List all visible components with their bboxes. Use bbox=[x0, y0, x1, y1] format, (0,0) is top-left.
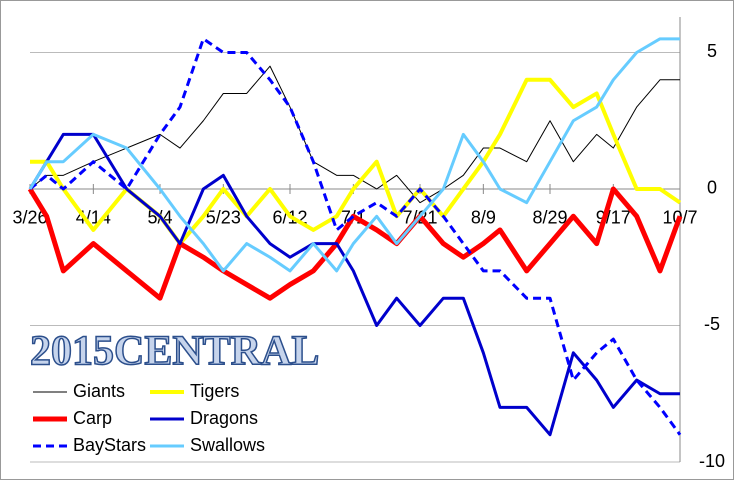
legend-label: BayStars bbox=[73, 435, 146, 455]
series-line bbox=[29, 65, 680, 204]
legend-label: Swallows bbox=[190, 435, 265, 455]
series-line bbox=[28, 37, 680, 273]
chart-title: 2015CENTRAL bbox=[30, 329, 319, 375]
x-tick-label: 3/26 bbox=[12, 208, 47, 228]
series-line bbox=[29, 37, 682, 436]
legend-label: Giants bbox=[73, 381, 125, 401]
x-tick-label: 4/14 bbox=[76, 208, 111, 228]
y-tick-label: -10 bbox=[699, 451, 725, 471]
series-line bbox=[28, 132, 680, 437]
x-tick-label: 8/9 bbox=[471, 208, 496, 228]
y-tick-label: 5 bbox=[707, 41, 717, 61]
y-tick-label: -5 bbox=[704, 314, 720, 334]
legend-label: Tigers bbox=[190, 381, 239, 401]
legend-label: Dragons bbox=[190, 408, 258, 428]
x-tick-label: 5/23 bbox=[206, 208, 241, 228]
series-line bbox=[27, 186, 683, 301]
y-tick-label: 0 bbox=[707, 178, 717, 198]
legend-label: Carp bbox=[73, 408, 112, 428]
x-tick-label: 8/29 bbox=[532, 208, 567, 228]
